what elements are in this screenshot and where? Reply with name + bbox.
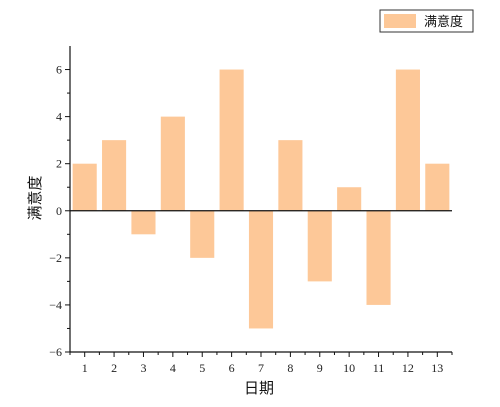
bar-13 (425, 163, 450, 211)
bar-2 (102, 140, 127, 211)
x-tick-label: 9 (317, 361, 323, 375)
y-tick-label: 0 (56, 204, 62, 218)
x-tick-label: 12 (402, 361, 414, 375)
legend-label: 满意度 (424, 14, 463, 30)
bar-5 (190, 210, 215, 258)
bar-9 (307, 210, 332, 282)
bar-6 (219, 69, 244, 211)
bar-12 (395, 69, 420, 211)
y-tick-label: 2 (56, 157, 62, 171)
x-axis-title: 日期 (244, 379, 274, 397)
x-tick-label: 13 (431, 361, 443, 375)
bar-10 (337, 187, 362, 211)
bar-3 (131, 210, 156, 235)
y-axis-title: 满意度 (26, 175, 44, 220)
x-tick-label: 11 (373, 361, 385, 375)
legend: 满意度 (379, 9, 474, 33)
bar-8 (278, 140, 303, 211)
x-tick-label: 5 (199, 361, 205, 375)
bar-7 (248, 210, 274, 329)
x-tick-label: 3 (140, 361, 146, 375)
x-tick-label: 6 (229, 361, 235, 375)
y-tick-label: 6 (56, 63, 62, 77)
y-tick-label: −6 (49, 345, 62, 359)
x-tick-label: 8 (287, 361, 293, 375)
x-tick-label: 4 (170, 361, 176, 375)
bar-4 (160, 116, 185, 211)
y-tick-label: 4 (56, 110, 62, 124)
bar-11 (366, 210, 391, 305)
x-tick-label: 10 (343, 361, 355, 375)
y-tick-label: −4 (49, 298, 62, 312)
bar-1 (72, 163, 97, 211)
legend-swatch (384, 14, 416, 28)
y-tick-label: −2 (49, 251, 62, 265)
x-tick-label: 7 (258, 361, 264, 375)
x-tick-label: 1 (82, 361, 88, 375)
x-tick-label: 2 (111, 361, 117, 375)
